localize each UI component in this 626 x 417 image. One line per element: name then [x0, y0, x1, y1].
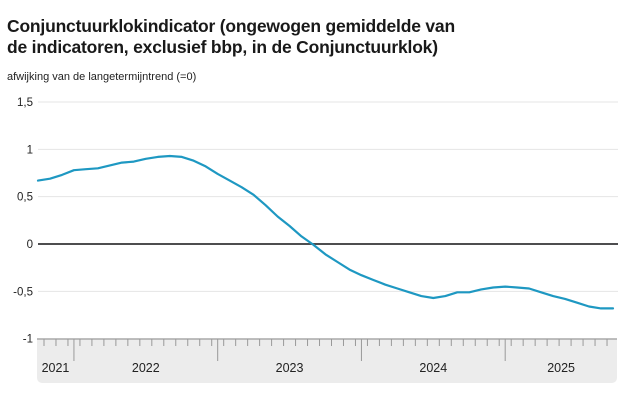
y-tick-label: -1 [23, 334, 33, 346]
y-axis-labels: 1,5 1 0,5 0 -0,5 -1 [13, 97, 33, 346]
year-label: 2025 [547, 361, 575, 375]
chart-title: Conjunctuurklokindicator (ongewogen gemi… [7, 16, 455, 57]
y-tick-label: 0,5 [17, 192, 33, 204]
y-tick-label: 0 [27, 239, 33, 251]
y-tick-label: -0,5 [13, 286, 33, 298]
year-label: 2024 [419, 361, 447, 375]
gridlines [38, 101, 618, 292]
year-label: 2021 [42, 361, 70, 375]
y-tick-label: 1,5 [17, 97, 33, 109]
indicator-line [36, 154, 615, 310]
axis-band-background [37, 339, 617, 383]
year-label: 2023 [276, 361, 304, 375]
y-tick-label: 1 [27, 144, 33, 156]
indicator-series-line [36, 154, 615, 310]
chart-subtitle: afwijking van de langetermijntrend (=0) [7, 71, 197, 83]
x-axis-band: 2021 2022 2023 2024 2025 [37, 338, 617, 383]
year-label: 2022 [132, 361, 160, 375]
